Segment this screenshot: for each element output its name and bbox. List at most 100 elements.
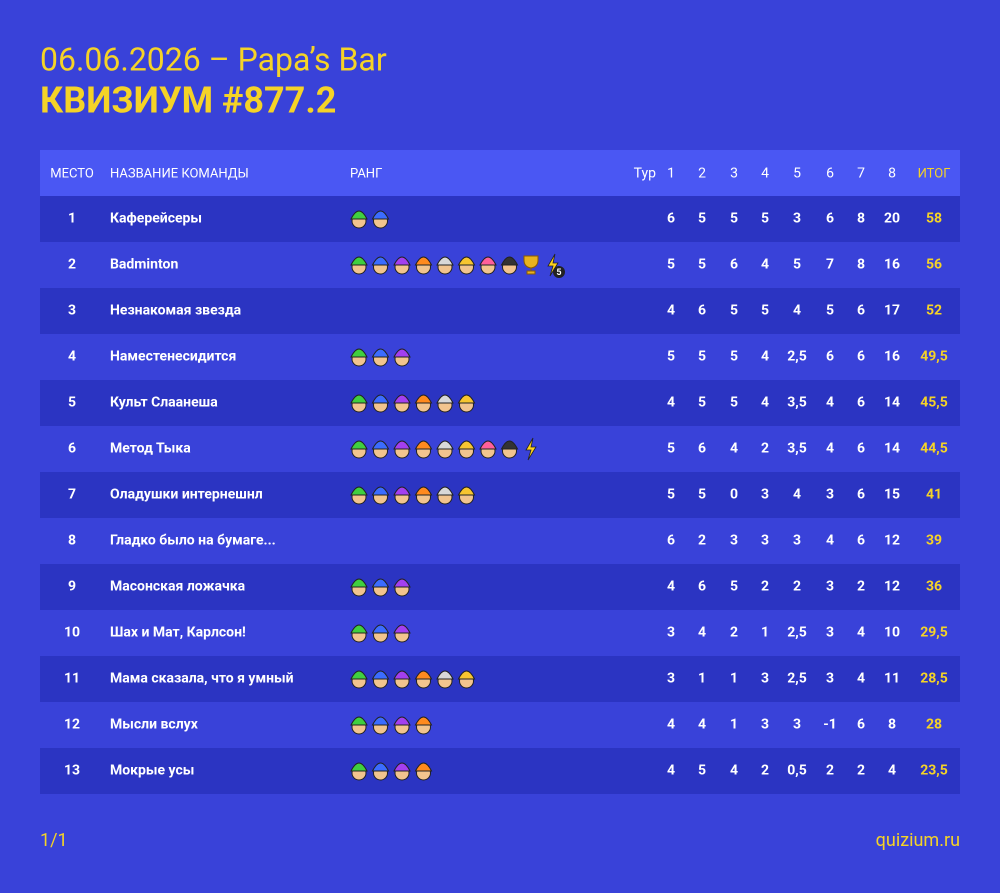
rank-icon (371, 624, 390, 643)
team-name: Оладушки интернешнл (110, 487, 263, 503)
column-header: 2 (698, 166, 706, 182)
score: 6 (857, 717, 865, 733)
icon-cap (393, 762, 411, 772)
rank-icon (414, 394, 433, 413)
score: 2 (761, 579, 769, 595)
rank-icon (393, 256, 411, 275)
rank-icon (393, 670, 411, 689)
rank-icon (479, 440, 497, 459)
score: 1 (730, 717, 738, 733)
icon-cap (350, 440, 368, 450)
rank-icon (371, 394, 390, 413)
score: 5 (793, 257, 801, 273)
rank-icon (350, 670, 368, 689)
rank-icon (393, 348, 411, 367)
score: 2 (793, 579, 801, 595)
icon-cap (393, 394, 411, 404)
rank-icon (393, 394, 411, 413)
score: 1 (730, 671, 738, 687)
score: 3 (793, 211, 801, 227)
score: 6 (698, 303, 706, 319)
icon-cap (436, 670, 454, 680)
score: 4 (761, 395, 769, 411)
rank-icon (436, 440, 454, 459)
score: 4 (667, 579, 675, 595)
rank-icon (393, 578, 411, 597)
rank-icon (371, 762, 390, 781)
team-name: Мысли вслух (110, 717, 199, 733)
rank-icon (371, 578, 390, 597)
icon-cap (371, 670, 390, 680)
team-name: Незнакомая звезда (110, 303, 242, 319)
score: 14 (884, 441, 900, 457)
team-name: Шах и Мат, Карлсон! (110, 625, 246, 641)
rank-icon (371, 348, 390, 367)
score: 3 (826, 579, 834, 595)
score: 2 (698, 533, 706, 549)
title: КВИЗИУМ #877.2 (40, 80, 336, 122)
rank-icon (350, 348, 368, 367)
score: 4 (667, 763, 675, 779)
team-name: Гладко было на бумаге... (110, 533, 276, 549)
score: 5 (730, 349, 738, 365)
score: 3 (761, 487, 769, 503)
score: 12 (884, 579, 900, 595)
place: 12 (64, 717, 80, 733)
rank-icon (371, 670, 390, 689)
score: 16 (884, 257, 900, 273)
place: 5 (68, 395, 76, 411)
icon-cap (479, 440, 497, 450)
bolt-icon (525, 437, 537, 461)
team-name: Каферейсеры (110, 211, 202, 227)
icon-cap (371, 578, 390, 588)
score: 6 (857, 303, 865, 319)
rank-icon (350, 762, 368, 781)
icon-cap (350, 762, 368, 772)
icon-cap (350, 624, 368, 634)
icon-cap (371, 256, 390, 266)
total: 52 (926, 303, 942, 319)
score: 2 (826, 763, 834, 779)
score: 4 (793, 487, 801, 503)
score: 8 (888, 717, 896, 733)
total: 29,5 (920, 625, 948, 641)
icon-cap (393, 624, 411, 634)
score: 6 (667, 211, 675, 227)
score: 5 (730, 395, 738, 411)
team-name: Масонская ложачка (110, 579, 246, 595)
column-header: РАНГ (350, 166, 382, 181)
icon-cap (350, 578, 368, 588)
icon-cap (457, 670, 476, 680)
score: 11 (884, 671, 900, 687)
rank-icon (393, 716, 411, 735)
score: 3 (761, 533, 769, 549)
team-name: Мокрые усы (110, 763, 194, 779)
score: 6 (667, 533, 675, 549)
score: 0,5 (787, 763, 807, 779)
icon-cap (414, 440, 433, 450)
score: 5 (698, 395, 706, 411)
score: 3 (826, 487, 834, 503)
score: 7 (826, 257, 834, 273)
icon-cap (371, 624, 390, 634)
total: 56 (926, 257, 942, 273)
score: 3 (761, 671, 769, 687)
score: 6 (730, 257, 738, 273)
score: 8 (857, 257, 865, 273)
score: 3 (793, 717, 801, 733)
icon-cap (393, 716, 411, 726)
row-background (40, 564, 960, 610)
icon-cap (414, 394, 433, 404)
score: 17 (884, 303, 900, 319)
icon-cap (393, 670, 411, 680)
icon-cap (414, 486, 433, 496)
row-background (40, 288, 960, 334)
column-header: ИТОГ (918, 166, 951, 181)
score: 15 (884, 487, 900, 503)
page-number: 1/1 (40, 830, 68, 851)
score: 2 (730, 625, 738, 641)
icon-cap (436, 486, 454, 496)
rank-icon (414, 440, 433, 459)
score: 5 (698, 487, 706, 503)
place: 1 (68, 211, 76, 227)
